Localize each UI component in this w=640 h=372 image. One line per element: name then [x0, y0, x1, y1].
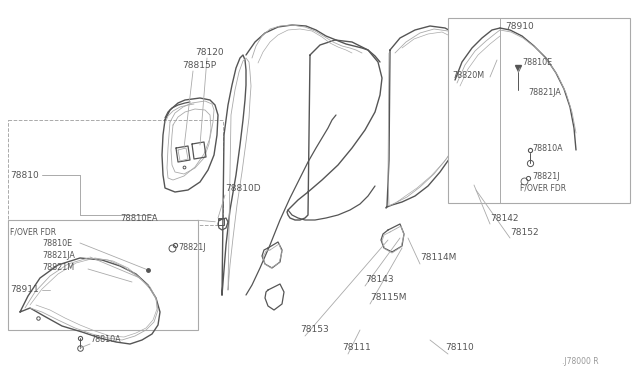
Text: 78821J: 78821J	[532, 171, 559, 180]
Text: 78810A: 78810A	[90, 336, 120, 344]
Text: .J78000 R: .J78000 R	[562, 357, 598, 366]
Text: 78142: 78142	[490, 214, 518, 222]
Text: F/OVER FDR: F/OVER FDR	[520, 183, 566, 192]
Text: 78821M: 78821M	[42, 263, 74, 272]
Bar	[218, 218, 224, 225]
Text: 78810EA: 78810EA	[120, 214, 157, 222]
Text: 78153: 78153	[300, 326, 329, 334]
Bar	[8, 120, 223, 225]
Text: 78821JA: 78821JA	[42, 250, 75, 260]
Text: 78810D: 78810D	[225, 183, 260, 192]
Bar	[8, 220, 198, 330]
Text: 78810E: 78810E	[522, 58, 552, 67]
Text: 78152: 78152	[510, 228, 539, 237]
Text: 78810A: 78810A	[532, 144, 563, 153]
Text: 78820M: 78820M	[452, 71, 484, 80]
Text: 78143: 78143	[365, 276, 394, 285]
Text: 78114M: 78114M	[420, 253, 456, 263]
Text: F/OVER FDR: F/OVER FDR	[10, 228, 56, 237]
Text: 78115M: 78115M	[370, 294, 406, 302]
Bar	[448, 18, 630, 203]
Text: 78821JA: 78821JA	[528, 87, 561, 96]
Text: 78911: 78911	[10, 285, 39, 295]
Text: 78821J: 78821J	[178, 243, 205, 251]
Text: 78810: 78810	[10, 170, 39, 180]
Text: 78815P: 78815P	[182, 61, 216, 70]
Text: 78810E: 78810E	[42, 238, 72, 247]
Text: 78910: 78910	[505, 22, 534, 31]
Text: 78120: 78120	[195, 48, 223, 57]
Text: 78110: 78110	[445, 343, 474, 353]
Text: 78111: 78111	[342, 343, 371, 353]
